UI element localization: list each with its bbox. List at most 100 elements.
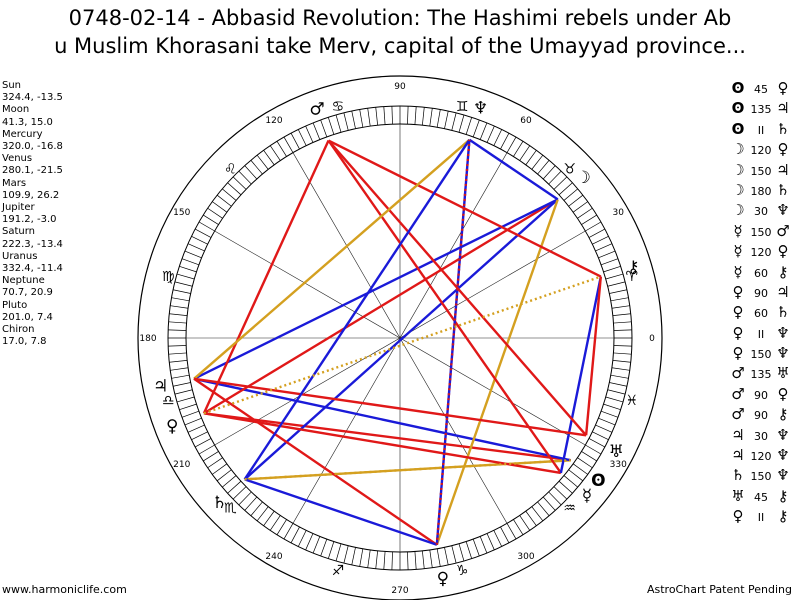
aspect-planet-2-icon: ⚷ xyxy=(777,486,789,505)
degree-tick xyxy=(537,160,550,175)
degree-tick xyxy=(359,548,364,567)
degree-tick xyxy=(256,506,269,522)
degree-tick xyxy=(169,360,188,363)
planet-coords-neptune: 70.7, 20.9 xyxy=(2,287,53,299)
aspect-planet-1-icon: ♂ xyxy=(731,405,745,424)
aspect-row: ♀ 150 ♆ xyxy=(728,343,798,363)
degree-tick xyxy=(465,117,473,135)
degree-tick xyxy=(244,496,258,511)
aspect-planet-2-icon: ♆ xyxy=(776,344,790,363)
degree-tick xyxy=(493,530,503,547)
zodiac-sign-icon: ♊ xyxy=(456,99,469,115)
degree-label-330: 330 xyxy=(610,460,627,470)
aspect-line xyxy=(193,377,438,546)
aspect-planet-1-icon: ♂ xyxy=(731,384,745,403)
aspect-planet-1-icon: ☽ xyxy=(731,180,745,199)
aspect-line xyxy=(193,377,587,437)
aspect-row: ♂ 90 ⚷ xyxy=(728,404,798,424)
degree-tick xyxy=(479,122,488,140)
degree-tick xyxy=(181,410,200,418)
zodiac-sign-icon: ♉ xyxy=(563,161,576,177)
degree-tick xyxy=(486,533,495,551)
degree-tick xyxy=(595,243,613,252)
degree-tick xyxy=(513,141,524,157)
degree-tick xyxy=(588,438,606,448)
aspect-row: ♅ 45 ⚷ xyxy=(728,486,798,506)
zodiac-sign-icon: ♎ xyxy=(162,393,175,409)
aspect-line xyxy=(202,140,330,414)
planet-coords-chiron: 17.0, 7.8 xyxy=(2,336,47,348)
degree-tick xyxy=(198,444,215,455)
degree-tick xyxy=(375,107,378,126)
degree-tick xyxy=(513,519,524,535)
degree-tick xyxy=(269,145,281,161)
degree-tick xyxy=(198,221,215,232)
planet-name-uranus: Uranus xyxy=(2,250,38,262)
degree-tick xyxy=(607,281,626,287)
degree-tick xyxy=(613,352,632,355)
footer-website[interactable]: www.harmoniclife.com xyxy=(2,583,127,596)
aspect-line xyxy=(243,198,559,481)
aspect-row: ☽ 120 ♀ xyxy=(728,139,798,159)
aspect-line xyxy=(468,138,559,201)
degree-tick xyxy=(227,182,242,196)
degree-tick xyxy=(414,551,417,570)
planet-coords-uranus: 332.4, -11.4 xyxy=(2,263,63,275)
degree-tick xyxy=(500,132,510,150)
aspect-angle: 150 xyxy=(750,225,772,239)
planet-coords-pluto: 201.0, 7.4 xyxy=(2,311,53,323)
degree-label-30: 30 xyxy=(613,208,625,218)
aspect-planet-2-icon: ♀ xyxy=(777,140,789,159)
degree-tick xyxy=(558,182,573,196)
degree-tick xyxy=(605,396,624,403)
aspect-row: ♃ 120 ♆ xyxy=(728,445,798,465)
aspect-planet-1-icon: ♀ xyxy=(732,282,744,301)
aspect-planet-1-icon: ♃ xyxy=(731,425,745,444)
zodiac-sign-icon: ♈ xyxy=(626,269,639,285)
degree-tick xyxy=(181,258,200,266)
aspect-angle: II xyxy=(757,123,765,137)
degree-tick xyxy=(613,321,632,324)
degree-tick xyxy=(422,550,425,569)
degree-tick xyxy=(335,114,342,133)
aspect-line xyxy=(193,377,572,462)
degree-tick xyxy=(283,136,294,153)
degree-tick xyxy=(603,403,621,411)
aspect-row: ♀ 60 ♄ xyxy=(728,302,798,322)
degree-tick xyxy=(383,551,386,570)
planet-pluto-icon: ♀ xyxy=(166,416,178,436)
aspect-planet-2-icon: ♀ xyxy=(777,242,789,261)
zodiac-sign-icon: ♏ xyxy=(224,501,237,517)
degree-tick xyxy=(351,110,356,129)
degree-tick xyxy=(414,106,417,125)
degree-label-90: 90 xyxy=(394,82,406,92)
degree-tick xyxy=(263,510,275,526)
aspect-angle: 90 xyxy=(754,388,768,402)
zodiac-sign-icon: ♒ xyxy=(563,501,576,517)
aspect-planet-1-icon: ♀ xyxy=(732,303,744,322)
degree-tick xyxy=(592,235,609,245)
planet-coords-jupiter: 191.2, -3.0 xyxy=(2,214,57,226)
aspect-row: ♀ II ♆ xyxy=(728,323,798,343)
degree-tick xyxy=(598,250,616,259)
degree-tick xyxy=(542,496,556,511)
degree-tick xyxy=(187,243,205,252)
planet-position-list: Sun 324.4, -13.5 Moon 41.3, 15.0 Mercury 320.… xyxy=(2,80,63,348)
aspect-row: ☽ 30 ♆ xyxy=(728,200,798,220)
aspect-line xyxy=(327,139,562,474)
degree-label-0: 0 xyxy=(649,334,655,344)
degree-tick xyxy=(391,551,393,570)
degree-tick xyxy=(585,221,602,232)
aspect-planet-2-icon: ♃ xyxy=(776,282,790,301)
degree-tick xyxy=(519,145,531,161)
aspect-line xyxy=(203,412,571,462)
aspect-planet-1-icon: ♄ xyxy=(731,466,745,485)
aspect-row: ʘ 45 ♀ xyxy=(728,78,798,98)
degree-tick xyxy=(263,150,275,166)
degree-tick xyxy=(176,396,195,403)
degree-tick xyxy=(563,188,578,201)
degree-tick xyxy=(444,547,449,566)
degree-tick xyxy=(312,536,321,554)
planet-coords-venus: 280.1, -21.5 xyxy=(2,165,63,177)
degree-tick xyxy=(603,265,621,273)
